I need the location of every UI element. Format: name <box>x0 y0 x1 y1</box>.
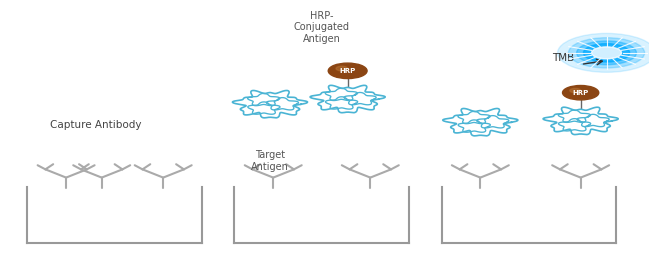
Text: Target
Antigen: Target Antigen <box>251 150 289 172</box>
Text: Capture Antibody: Capture Antibody <box>50 120 142 130</box>
Circle shape <box>592 47 621 59</box>
Text: HRP: HRP <box>339 68 356 74</box>
Circle shape <box>328 63 367 79</box>
Circle shape <box>336 66 348 71</box>
Text: HRP-
Conjugated
Antigen: HRP- Conjugated Antigen <box>294 10 350 44</box>
Text: HRP: HRP <box>573 90 589 96</box>
Circle shape <box>577 41 636 65</box>
Text: TMB: TMB <box>552 53 575 63</box>
Circle shape <box>570 88 580 93</box>
Circle shape <box>558 33 650 72</box>
Circle shape <box>562 86 599 100</box>
Circle shape <box>569 38 645 68</box>
Circle shape <box>584 44 630 62</box>
